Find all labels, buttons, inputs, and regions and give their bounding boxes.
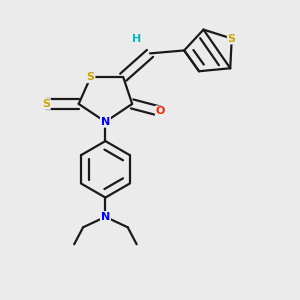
Text: N: N	[101, 212, 110, 222]
Text: S: S	[228, 34, 236, 44]
Text: N: N	[101, 117, 110, 127]
Text: S: S	[87, 72, 94, 82]
Text: S: S	[42, 99, 50, 109]
Text: H: H	[132, 34, 141, 44]
Text: O: O	[156, 106, 165, 116]
